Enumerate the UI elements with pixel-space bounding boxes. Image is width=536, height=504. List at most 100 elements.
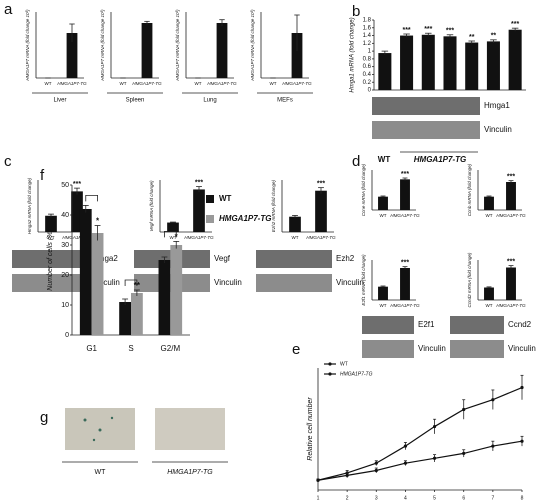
y-axis-label: HMGA1P7 mRNA (fold change 10³) (25, 9, 30, 81)
point (520, 385, 524, 390)
line (317, 386, 523, 481)
point (432, 424, 437, 429)
blot-label: Vinculin (336, 278, 364, 287)
legend-marker (328, 362, 332, 366)
chart-title: MEFs (277, 98, 293, 104)
y-tick-label: 1.8 (363, 18, 372, 24)
bar (291, 33, 303, 78)
chart-title: Lung (203, 98, 216, 104)
legend-swatch (206, 195, 214, 203)
x-tick-label: 6 (462, 495, 465, 501)
bar (400, 268, 410, 300)
bar (443, 36, 457, 90)
y-axis-label: Ezh2 mRNA (fold change) (271, 179, 276, 232)
bar (506, 267, 516, 300)
significance: *** (401, 260, 409, 267)
blot-label: Ezh2 (336, 254, 355, 263)
group-label: WT (378, 155, 391, 164)
significance-bracket (164, 231, 177, 238)
blot-label: Vinculin (214, 278, 242, 287)
point (345, 473, 349, 477)
panel-letter: c (4, 153, 12, 170)
stain-dot (83, 418, 87, 422)
blot-band (12, 274, 88, 292)
panel-letter: d (352, 153, 360, 170)
x-tick-label: HMGA1P7-TG (282, 81, 312, 86)
y-tick-label: 1.4 (363, 33, 372, 39)
x-tick-label: WT (120, 81, 127, 86)
y-tick-label: 0 (368, 88, 372, 94)
x-tick-label: 7 (491, 495, 494, 501)
y-axis-label: E2f1 mRNA (fold change) (361, 254, 366, 306)
y-tick-label: 0.2 (363, 80, 372, 86)
bar (131, 293, 143, 335)
significance: *** (402, 27, 410, 34)
point (374, 461, 378, 465)
bar (484, 196, 494, 210)
blot-band (362, 340, 414, 358)
point (520, 439, 524, 443)
legend-label: HMGA1P7-TG (219, 214, 271, 223)
y-tick-label: 0.8 (363, 56, 372, 62)
y-tick-label: 40 (61, 212, 69, 219)
significance: ** (491, 33, 497, 40)
x-tick-label: HMGA1P7-TG (390, 303, 420, 308)
point (403, 444, 408, 448)
x-tick-label: WT (486, 213, 493, 218)
chart-title: Spleen (126, 98, 145, 104)
x-tick-label: WT (292, 235, 299, 240)
bar (45, 215, 57, 232)
y-tick-label: 1.6 (363, 25, 372, 31)
blot-label: Vegf (214, 254, 231, 263)
image-label: HMGA1P7-TG (167, 469, 213, 476)
bar (167, 222, 179, 232)
y-axis-label: Ccnd2 mRNA (fold change) (467, 252, 472, 307)
significance: ** (134, 281, 141, 290)
significance: *** (195, 179, 203, 186)
y-axis-label: Hmga2 mRNA (fold change) (27, 177, 32, 234)
y-tick-label: 30 (61, 242, 69, 249)
bar (508, 29, 522, 90)
image-label: WT (95, 469, 107, 476)
panel-g-images: WT HMGA1P7-TG (62, 408, 228, 476)
bar (421, 34, 435, 90)
legend-swatch (206, 215, 214, 223)
significance: * (175, 233, 179, 242)
chart-title: Liver (53, 98, 66, 104)
point (462, 407, 466, 412)
x-tick-label: WT (486, 303, 493, 308)
x-tick-label: WT (170, 235, 177, 240)
x-tick-label: 5 (433, 495, 436, 501)
x-tick-label: WT (195, 81, 202, 86)
blot-label: Ccnd2 (508, 320, 532, 329)
x-tick-label: 8 (521, 495, 524, 501)
point (374, 468, 378, 473)
x-tick-label: 1 (317, 495, 320, 501)
x-tick-label: G1 (86, 344, 97, 353)
significance: *** (424, 26, 432, 33)
bar (486, 41, 500, 90)
y-axis-label: HMGA1P7 mRNA (fold change 10³) (175, 9, 180, 81)
blot-band (450, 316, 504, 334)
stain-dot (98, 428, 102, 432)
blot-label: Vinculin (92, 278, 120, 287)
x-tick-label: 2 (346, 495, 349, 501)
x-tick-label: 4 (404, 495, 407, 501)
stain-image (155, 408, 225, 450)
group-label: HMGA1P7-TG (414, 155, 466, 164)
bar (119, 302, 131, 335)
blot-band (450, 340, 504, 358)
x-tick-label: WT (380, 303, 387, 308)
point (403, 461, 408, 465)
y-tick-label: 50 (61, 182, 69, 189)
blot-label: Vinculin (484, 125, 512, 134)
blot-band (372, 121, 480, 139)
significance: *** (511, 21, 519, 28)
significance: * (96, 217, 100, 226)
panel-letter: a (4, 1, 13, 18)
significance: *** (446, 28, 454, 35)
stain-dot (110, 416, 114, 420)
x-tick-label: WT (270, 81, 277, 86)
y-tick-label: 20 (61, 272, 69, 279)
